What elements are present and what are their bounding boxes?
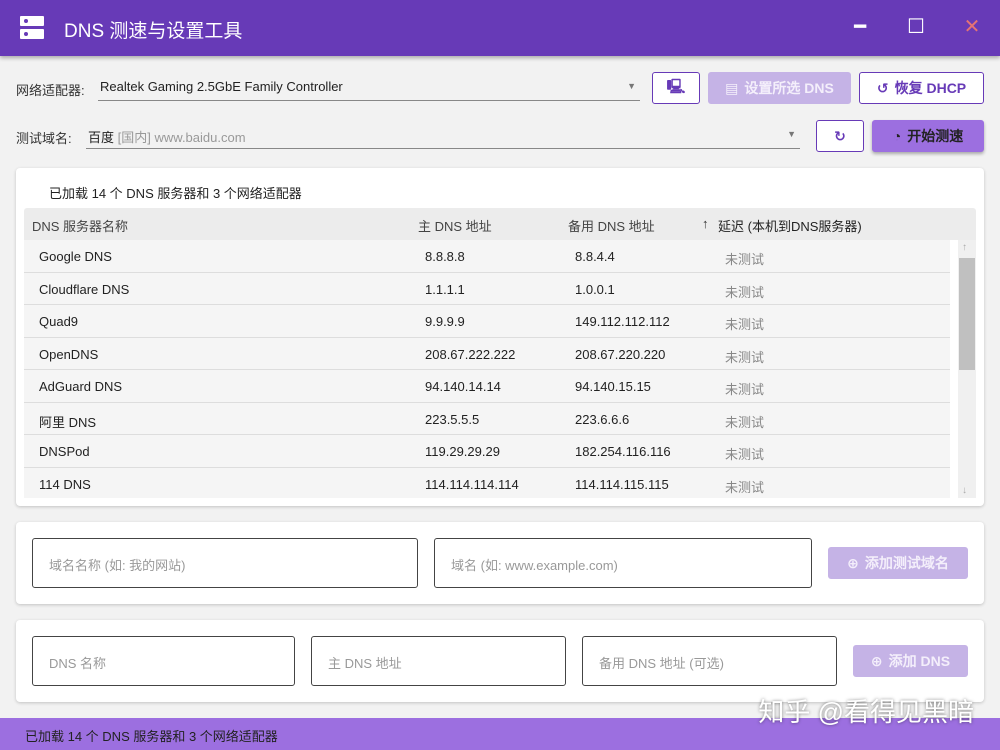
- column-header[interactable]: 备用 DNS 地址: [568, 219, 655, 234]
- sort-up-icon: ↑: [702, 216, 709, 231]
- adapter-value: Realtek Gaming 2.5GbE Family Controller: [100, 79, 343, 94]
- server-name-cell: Cloudflare DNS: [39, 281, 130, 297]
- latency-cell: 未测试: [725, 349, 765, 365]
- secondary-dns-cell: 223.6.6.6: [575, 411, 630, 427]
- dns-name-input[interactable]: DNS 名称: [32, 636, 295, 686]
- window-title: DNS 测速与设置工具: [64, 21, 243, 42]
- speedometer-icon: ◔: [892, 128, 902, 144]
- monitor-icon: 🖳: [666, 78, 686, 94]
- domain-name: 百度: [88, 130, 115, 145]
- secondary-dns-cell: 149.112.112.112: [575, 314, 670, 329]
- add-dns-card: DNS 名称 主 DNS 地址 备用 DNS 地址 (可选) ⊕ 添加 DNS: [16, 620, 984, 702]
- latency-cell: 未测试: [725, 479, 765, 495]
- table-row[interactable]: OpenDNS 208.67.222.222 208.67.220.220 未测试: [24, 338, 950, 370]
- server-name-cell: AdGuard DNS: [39, 379, 123, 394]
- table-row[interactable]: Quad9 9.9.9.9 149.112.112.112 未测试: [24, 305, 950, 338]
- table-row[interactable]: 阿里 DNS 223.5.5.5 223.6.6.6 未测试: [24, 403, 950, 435]
- plus-circle-icon: ⊕: [847, 554, 859, 571]
- server-name-cell: Google DNS: [39, 249, 112, 264]
- adapter-info-button[interactable]: 🖳: [652, 72, 700, 104]
- maximize-button[interactable]: ☐: [907, 16, 925, 38]
- adapter-select[interactable]: Realtek Gaming 2.5GbE Family Controller …: [98, 73, 640, 101]
- plus-circle-icon: ⊕: [870, 652, 883, 669]
- primary-dns-cell: 223.5.5.5: [425, 411, 480, 427]
- domain-url: www.baidu.com: [154, 130, 246, 145]
- table-row[interactable]: 114 DNS 114.114.114.114 114.114.115.115 未测试: [24, 468, 950, 499]
- add-domain-button[interactable]: ⊕ 添加测试域名: [828, 547, 968, 579]
- close-button[interactable]: ✕: [963, 16, 981, 38]
- refresh-button[interactable]: ↻: [816, 120, 864, 152]
- table-body: Google DNS 8.8.8.8 8.8.4.4 未测试 Cloudflare DN…: [24, 240, 950, 498]
- minimize-button[interactable]: ━: [853, 16, 867, 38]
- primary-dns-cell: 119.29.29.29: [425, 444, 500, 459]
- secondary-dns-input[interactable]: 备用 DNS 地址 (可选): [582, 636, 837, 686]
- column-header[interactable]: 主 DNS 地址: [418, 219, 492, 234]
- status-bar: 已加载 14 个 DNS 服务器和 3 个网络适配器: [0, 718, 1000, 750]
- refresh-icon: ↻: [834, 127, 846, 144]
- column-header[interactable]: 延迟 (本机到DNS服务器): [718, 219, 862, 234]
- latency-cell: 未测试: [725, 252, 765, 267]
- secondary-dns-cell: 94.140.15.15: [575, 379, 651, 394]
- latency-cell: 未测试: [725, 382, 765, 397]
- table-summary: 已加载 14 个 DNS 服务器和 3 个网络适配器: [49, 186, 302, 201]
- primary-dns-cell: 114.114.114.114: [425, 476, 519, 492]
- restore-dhcp-button[interactable]: ↺ 恢复 DHCP: [859, 72, 984, 104]
- server-name-cell: 阿里 DNS: [39, 414, 97, 430]
- table-row[interactable]: Google DNS 8.8.8.8 8.8.4.4 未测试: [24, 240, 950, 273]
- table-row[interactable]: AdGuard DNS 94.140.14.14 94.140.15.15 未测试: [24, 370, 950, 403]
- scroll-up-icon[interactable]: ↑: [962, 242, 967, 253]
- table-header: DNS 服务器名称 主 DNS 地址 备用 DNS 地址 ↑ 延迟 (本机到DN…: [24, 208, 976, 240]
- domain-name-input[interactable]: 域名名称 (如: 我的网站): [32, 538, 418, 588]
- dns-table-card: 已加载 14 个 DNS 服务器和 3 个网络适配器 DNS 服务器名称 主 D…: [16, 168, 984, 506]
- set-dns-label: 设置所选 DNS: [744, 80, 834, 96]
- watermark: 知乎 @看得见黑暗: [758, 697, 974, 727]
- primary-dns-cell: 208.67.222.222: [425, 346, 516, 362]
- domain-url-input[interactable]: 域名 (如: www.example.com): [434, 538, 812, 588]
- primary-dns-cell: 94.140.14.14: [425, 379, 501, 394]
- secondary-dns-cell: 114.114.115.115: [575, 476, 669, 492]
- scroll-down-icon[interactable]: ↓: [962, 485, 967, 496]
- adapter-label: 网络适配器:: [16, 83, 85, 98]
- add-dns-button[interactable]: ⊕ 添加 DNS: [853, 645, 968, 677]
- domain-label: 测试域名:: [16, 131, 72, 146]
- scrollbar-thumb[interactable]: [959, 258, 975, 370]
- secondary-dns-cell: 208.67.220.220: [575, 346, 666, 362]
- dropdown-arrow-icon: ▼: [627, 81, 636, 91]
- dropdown-arrow-icon: ▼: [787, 129, 796, 139]
- server-name-cell: 114 DNS: [39, 476, 91, 492]
- secondary-dns-cell: 8.8.4.4: [575, 249, 615, 264]
- latency-cell: 未测试: [725, 284, 765, 300]
- add-dns-label: 添加 DNS: [888, 653, 951, 669]
- domain-region: [国内]: [117, 130, 151, 145]
- primary-dns-cell: 1.1.1.1: [425, 281, 465, 297]
- secondary-dns-cell: 182.254.116.116: [575, 444, 671, 459]
- server-name-cell: OpenDNS: [39, 346, 99, 362]
- start-test-button[interactable]: ◔ 开始测速: [872, 120, 984, 152]
- restore-dhcp-label: 恢复 DHCP: [894, 80, 967, 96]
- latency-cell: 未测试: [725, 447, 765, 462]
- scrollbar[interactable]: ↑ ↓: [958, 240, 976, 498]
- primary-dns-cell: 9.9.9.9: [425, 314, 465, 329]
- server-icon: ▤: [725, 79, 739, 96]
- domain-select[interactable]: 百度 [国内] www.baidu.com ▼: [86, 121, 800, 149]
- set-dns-button[interactable]: ▤ 设置所选 DNS: [708, 72, 851, 104]
- server-name-cell: Quad9: [39, 314, 79, 329]
- restore-icon: ↺: [876, 79, 889, 96]
- latency-cell: 未测试: [725, 414, 765, 430]
- server-icon: [20, 16, 44, 40]
- primary-dns-input[interactable]: 主 DNS 地址: [311, 636, 566, 686]
- add-domain-card: 域名名称 (如: 我的网站) 域名 (如: www.example.com) ⊕…: [16, 522, 984, 604]
- secondary-dns-cell: 1.0.0.1: [575, 281, 615, 297]
- add-domain-label: 添加测试域名: [864, 555, 949, 571]
- title-bar: DNS 测速与设置工具 ━ ☐ ✕: [0, 0, 1000, 56]
- table-row[interactable]: Cloudflare DNS 1.1.1.1 1.0.0.1 未测试: [24, 273, 950, 305]
- table-row[interactable]: DNSPod 119.29.29.29 182.254.116.116 未测试: [24, 435, 950, 468]
- primary-dns-cell: 8.8.8.8: [425, 249, 465, 264]
- column-header[interactable]: DNS 服务器名称: [32, 219, 129, 234]
- start-test-label: 开始测速: [907, 128, 964, 144]
- latency-cell: 未测试: [725, 317, 765, 332]
- server-name-cell: DNSPod: [39, 444, 90, 459]
